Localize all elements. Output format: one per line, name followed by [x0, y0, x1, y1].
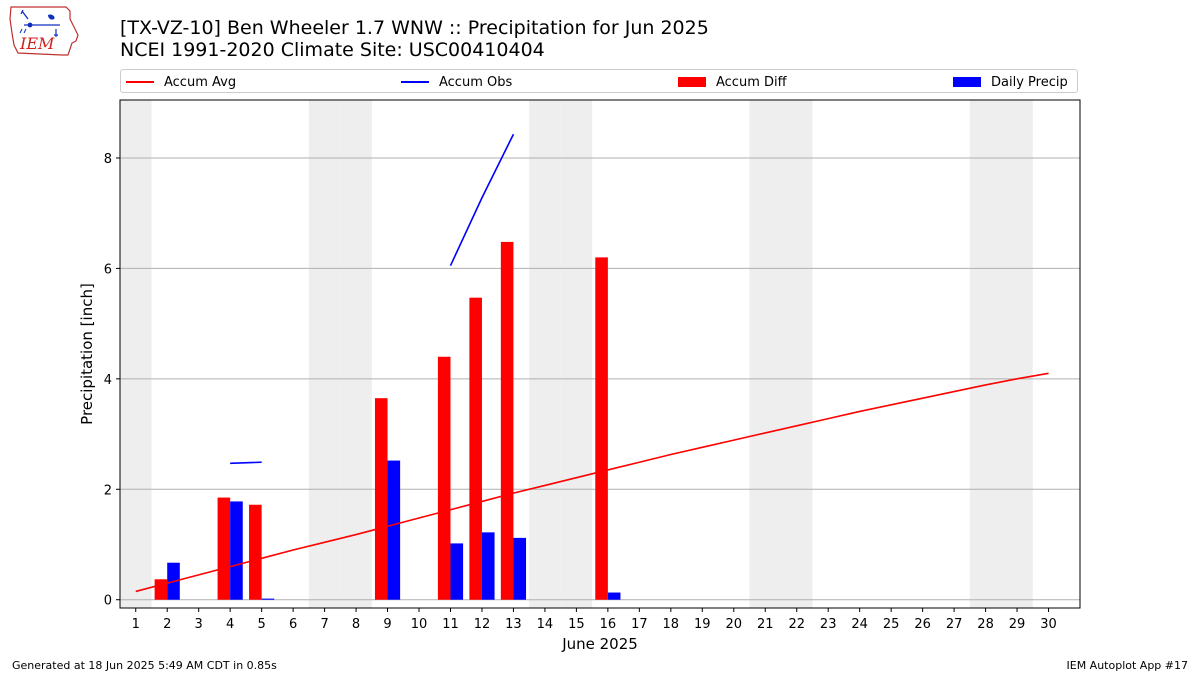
x-tick-label-21: 21: [757, 617, 774, 632]
legend-swatch-daily-precip: [953, 77, 981, 87]
chart-legend: Accum Avg Accum Obs Accum Diff Daily Pre…: [120, 69, 1078, 93]
weekend-shade-day-8: [340, 100, 372, 608]
x-tick-label-5: 5: [257, 617, 265, 632]
legend-item-daily-precip: Daily Precip: [953, 70, 1068, 94]
x-tick-label-10: 10: [411, 617, 428, 632]
legend-label-accum-obs: Accum Obs: [439, 74, 513, 90]
x-tick-label-15: 15: [568, 617, 585, 632]
chart-title-line2: NCEI 1991-2020 Climate Site: USC00410404: [120, 39, 545, 61]
legend-item-accum-diff: Accum Diff: [678, 70, 787, 94]
x-tick-label-19: 19: [694, 617, 711, 632]
bar-accum-diff-day-5: [249, 504, 262, 600]
weekend-shade-day-21: [749, 100, 781, 608]
x-tick-label-6: 6: [289, 617, 297, 632]
x-tick-label-30: 30: [1040, 617, 1057, 632]
weekend-shade-day-22: [780, 100, 813, 608]
x-tick-label-12: 12: [474, 617, 491, 632]
footer-generated: Generated at 18 Jun 2025 5:49 AM CDT in …: [12, 659, 277, 672]
weekend-shade-day-7: [308, 100, 341, 608]
y-tick-label-2: 2: [104, 483, 112, 498]
x-tick-label-14: 14: [537, 617, 554, 632]
bar-accum-diff-day-4: [217, 497, 231, 600]
x-tick-label-9: 9: [383, 617, 391, 632]
x-tick-label-3: 3: [195, 617, 203, 632]
legend-swatch-accum-avg: [126, 81, 154, 83]
x-tick-label-24: 24: [851, 617, 868, 632]
bar-accum-diff-day-12: [469, 297, 482, 600]
y-tick-label-4: 4: [104, 373, 112, 388]
x-tick-label-20: 20: [725, 617, 742, 632]
bar-daily-precip-day-11: [450, 543, 464, 600]
bar-daily-precip-day-13: [513, 537, 527, 600]
iem-logo: IEM: [8, 5, 82, 60]
y-tick-label-6: 6: [104, 262, 112, 277]
y-tick-label-0: 0: [104, 594, 112, 609]
x-axis-label: June 2025: [561, 635, 638, 653]
x-tick-label-17: 17: [631, 617, 648, 632]
legend-label-accum-avg: Accum Avg: [164, 74, 237, 90]
x-tick-label-13: 13: [505, 617, 522, 632]
x-tick-label-18: 18: [663, 617, 680, 632]
x-tick-label-28: 28: [977, 617, 994, 632]
weekend-shade-day-28: [969, 100, 1002, 608]
bar-accum-diff-day-2: [154, 579, 168, 600]
logo-text: IEM: [19, 34, 55, 53]
chart-title-line1: [TX-VZ-10] Ben Wheeler 1.7 WNW :: Precip…: [120, 17, 709, 39]
y-tick-label-8: 8: [104, 152, 112, 167]
x-tick-label-29: 29: [1009, 617, 1026, 632]
legend-label-accum-diff: Accum Diff: [716, 74, 787, 90]
line-accum-obs-segment-1: [230, 461, 262, 465]
weekend-shade-day-29: [1001, 100, 1033, 608]
x-tick-label-26: 26: [914, 617, 931, 632]
line-accum-avg: [135, 372, 1049, 593]
weekend-shade-day-14: [529, 100, 561, 608]
bar-accum-diff-day-13: [500, 241, 514, 600]
legend-label-daily-precip: Daily Precip: [991, 74, 1068, 90]
x-tick-label-25: 25: [883, 617, 900, 632]
x-tick-label-22: 22: [788, 617, 805, 632]
footer-app-id: IEM Autoplot App #17: [1066, 659, 1189, 672]
bar-daily-precip-day-5: [261, 598, 275, 600]
x-tick-label-27: 27: [946, 617, 963, 632]
x-tick-label-1: 1: [132, 617, 140, 632]
bar-accum-diff-day-11: [437, 356, 451, 600]
bar-accum-diff-day-16: [595, 257, 608, 600]
x-tick-label-23: 23: [820, 617, 837, 632]
weekend-shade-day-15: [560, 100, 593, 608]
x-tick-label-2: 2: [163, 617, 171, 632]
x-tick-label-16: 16: [600, 617, 617, 632]
legend-item-accum-obs: Accum Obs: [401, 70, 512, 94]
legend-swatch-accum-diff: [678, 77, 706, 87]
bar-accum-diff-day-9: [374, 398, 388, 600]
x-tick-label-11: 11: [442, 617, 459, 632]
bar-daily-precip-day-9: [387, 460, 401, 600]
legend-swatch-accum-obs: [401, 81, 429, 83]
bar-daily-precip-day-16: [607, 592, 621, 600]
bar-daily-precip-day-4: [230, 501, 243, 600]
bar-daily-precip-day-12: [481, 532, 495, 600]
x-tick-label-7: 7: [320, 617, 328, 632]
plot-frame: [119, 99, 1081, 609]
y-axis-label: Precipitation [inch]: [78, 283, 96, 425]
x-tick-label-4: 4: [226, 617, 234, 632]
weekend-shade-day-1: [120, 100, 152, 608]
x-tick-label-8: 8: [352, 617, 360, 632]
legend-item-accum-avg: Accum Avg: [126, 70, 236, 94]
line-accum-obs-segment-2: [449, 133, 515, 266]
